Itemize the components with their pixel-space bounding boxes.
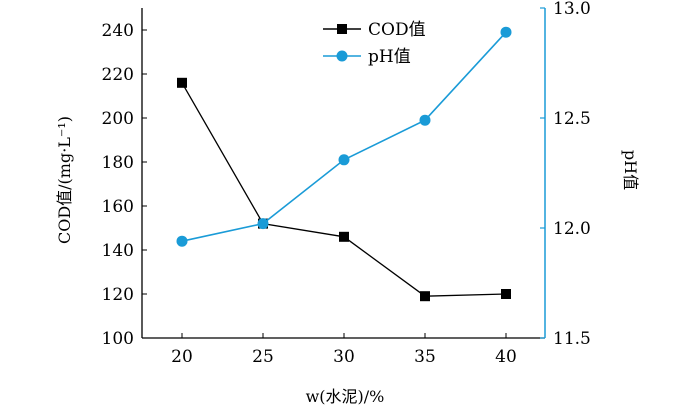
ph-point xyxy=(338,154,350,166)
legend-label: COD值 xyxy=(368,20,426,40)
cod-point xyxy=(420,291,430,302)
ph-series-line xyxy=(181,31,507,242)
y-right-tick-label: 13.0 xyxy=(553,0,591,19)
series-layer xyxy=(176,26,512,302)
y-right-tick-label: 11.5 xyxy=(553,329,591,349)
x-tick-label: 35 xyxy=(414,347,436,367)
y-left-tick-label: 160 xyxy=(102,197,134,217)
x-tick-label: 25 xyxy=(252,347,274,367)
y-right-axis-label: pH值 xyxy=(621,150,640,190)
y-left-tick-label: 140 xyxy=(102,241,134,261)
x-tick-label: 20 xyxy=(171,347,193,367)
cod-point xyxy=(177,77,187,88)
cod-series-line xyxy=(181,82,507,297)
y-right-tick-label: 12.0 xyxy=(553,219,591,239)
y-left-tick-label: 180 xyxy=(102,153,134,173)
legend-marker xyxy=(337,24,347,34)
axes: 100 120 140 160 180 200 220 240 11.5 12.0 12.5 13.0… xyxy=(102,0,591,367)
y-left-tick-label: 240 xyxy=(102,21,134,41)
ph-point xyxy=(176,235,188,247)
y-right-tick-label: 12.5 xyxy=(553,109,591,129)
y-left-tick-label: 100 xyxy=(102,329,134,349)
y-left-axis-label: COD值/(mg·L⁻¹) xyxy=(55,116,74,244)
legend-marker xyxy=(336,50,348,62)
ph-point xyxy=(419,114,431,126)
legend: COD值 pH值 xyxy=(323,20,426,67)
ph-point xyxy=(257,218,269,230)
cod-point xyxy=(339,231,349,242)
y-left-tick-label: 120 xyxy=(102,285,134,305)
ph-point xyxy=(500,26,512,38)
x-axis-label: w(水泥)/% xyxy=(306,387,385,406)
cod-point xyxy=(501,289,511,299)
legend-label: pH值 xyxy=(368,47,411,67)
y-left-tick-label: 220 xyxy=(102,65,134,85)
x-tick-label: 40 xyxy=(495,347,517,367)
y-left-tick-label: 200 xyxy=(102,109,134,129)
x-tick-label: 30 xyxy=(333,347,355,367)
